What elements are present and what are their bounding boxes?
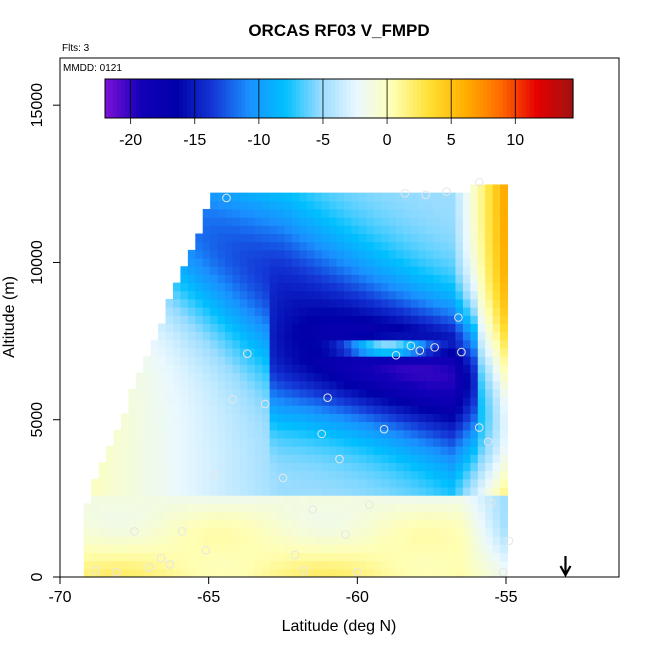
- colorbar: -20 -15 -10 -5 0 5 10: [104, 78, 574, 149]
- profile-point: [144, 563, 154, 572]
- profile-point: [442, 187, 451, 196]
- profile-point: [290, 550, 300, 560]
- profile-point: [317, 429, 326, 439]
- profile-point: [504, 536, 514, 546]
- profile-point: [483, 437, 493, 447]
- x-tick-label: -55: [494, 589, 517, 606]
- profile-point: [308, 505, 318, 514]
- profile-point: [430, 343, 439, 352]
- profile-point: [210, 470, 219, 480]
- x-tick-label: -70: [48, 589, 71, 606]
- profile-point: [323, 393, 332, 403]
- chart-title: ORCAS RF03 V_FMPD: [248, 21, 429, 40]
- arrow-marker: [559, 556, 572, 578]
- y-tick-label: 15000: [29, 83, 46, 128]
- profile-point: [379, 424, 389, 434]
- profile-point: [222, 193, 231, 203]
- colorbar-tick-label: -10: [247, 132, 270, 149]
- profile-point: [228, 394, 237, 404]
- profile-point: [391, 350, 401, 360]
- profile-point: [400, 188, 410, 198]
- colorbar-tick-label: -20: [119, 132, 142, 149]
- x-axis: -70 -65 -60 -55: [48, 577, 518, 606]
- y-tick-label: 10000: [29, 240, 46, 285]
- heatmap-field: [83, 184, 508, 577]
- colorbar-tick-label: 0: [383, 132, 392, 149]
- profile-point: [457, 347, 466, 357]
- profile-point: [335, 454, 344, 464]
- profile-point: [406, 341, 416, 351]
- profile-point: [415, 346, 425, 355]
- profile-point: [260, 399, 270, 409]
- profile-point: [353, 567, 362, 577]
- profile-point: [454, 313, 463, 322]
- x-tick-label: -60: [346, 589, 369, 606]
- mmdd-label: MMDD: 0121: [63, 63, 122, 74]
- profile-point: [486, 498, 496, 508]
- profile-point: [474, 177, 484, 187]
- y-axis: 0 5000 10000 15000: [29, 83, 60, 581]
- profile-point: [156, 553, 166, 563]
- profile-point: [299, 566, 309, 576]
- profile-point: [474, 423, 484, 432]
- profile-point: [364, 500, 374, 509]
- y-axis-label: Altitude (m): [1, 276, 18, 358]
- profile-point: [201, 545, 210, 555]
- profile-points: [91, 177, 514, 577]
- flts-label: Flts: 3: [62, 43, 90, 54]
- profile-point: [278, 473, 288, 483]
- y-tick-label: 5000: [29, 402, 46, 438]
- colorbar-tick-label: -15: [183, 132, 206, 149]
- plot-frame: [59, 57, 620, 578]
- profile-point: [498, 567, 508, 577]
- profile-point: [165, 560, 175, 569]
- profile-point: [177, 527, 187, 536]
- x-axis-label: Latitude (deg N): [282, 618, 397, 635]
- x-tick-label: -65: [197, 589, 220, 606]
- profile-point: [91, 566, 100, 576]
- colorbar-tick-label: 10: [506, 132, 524, 149]
- profile-point: [341, 530, 350, 539]
- profile-point: [130, 527, 139, 536]
- profile-point: [243, 349, 252, 358]
- colorbar-tick-label: 5: [447, 132, 456, 149]
- profile-point: [421, 190, 431, 200]
- y-tick-label: 0: [29, 572, 46, 581]
- profile-point: [112, 567, 121, 577]
- colorbar-tick-label: -5: [316, 132, 330, 149]
